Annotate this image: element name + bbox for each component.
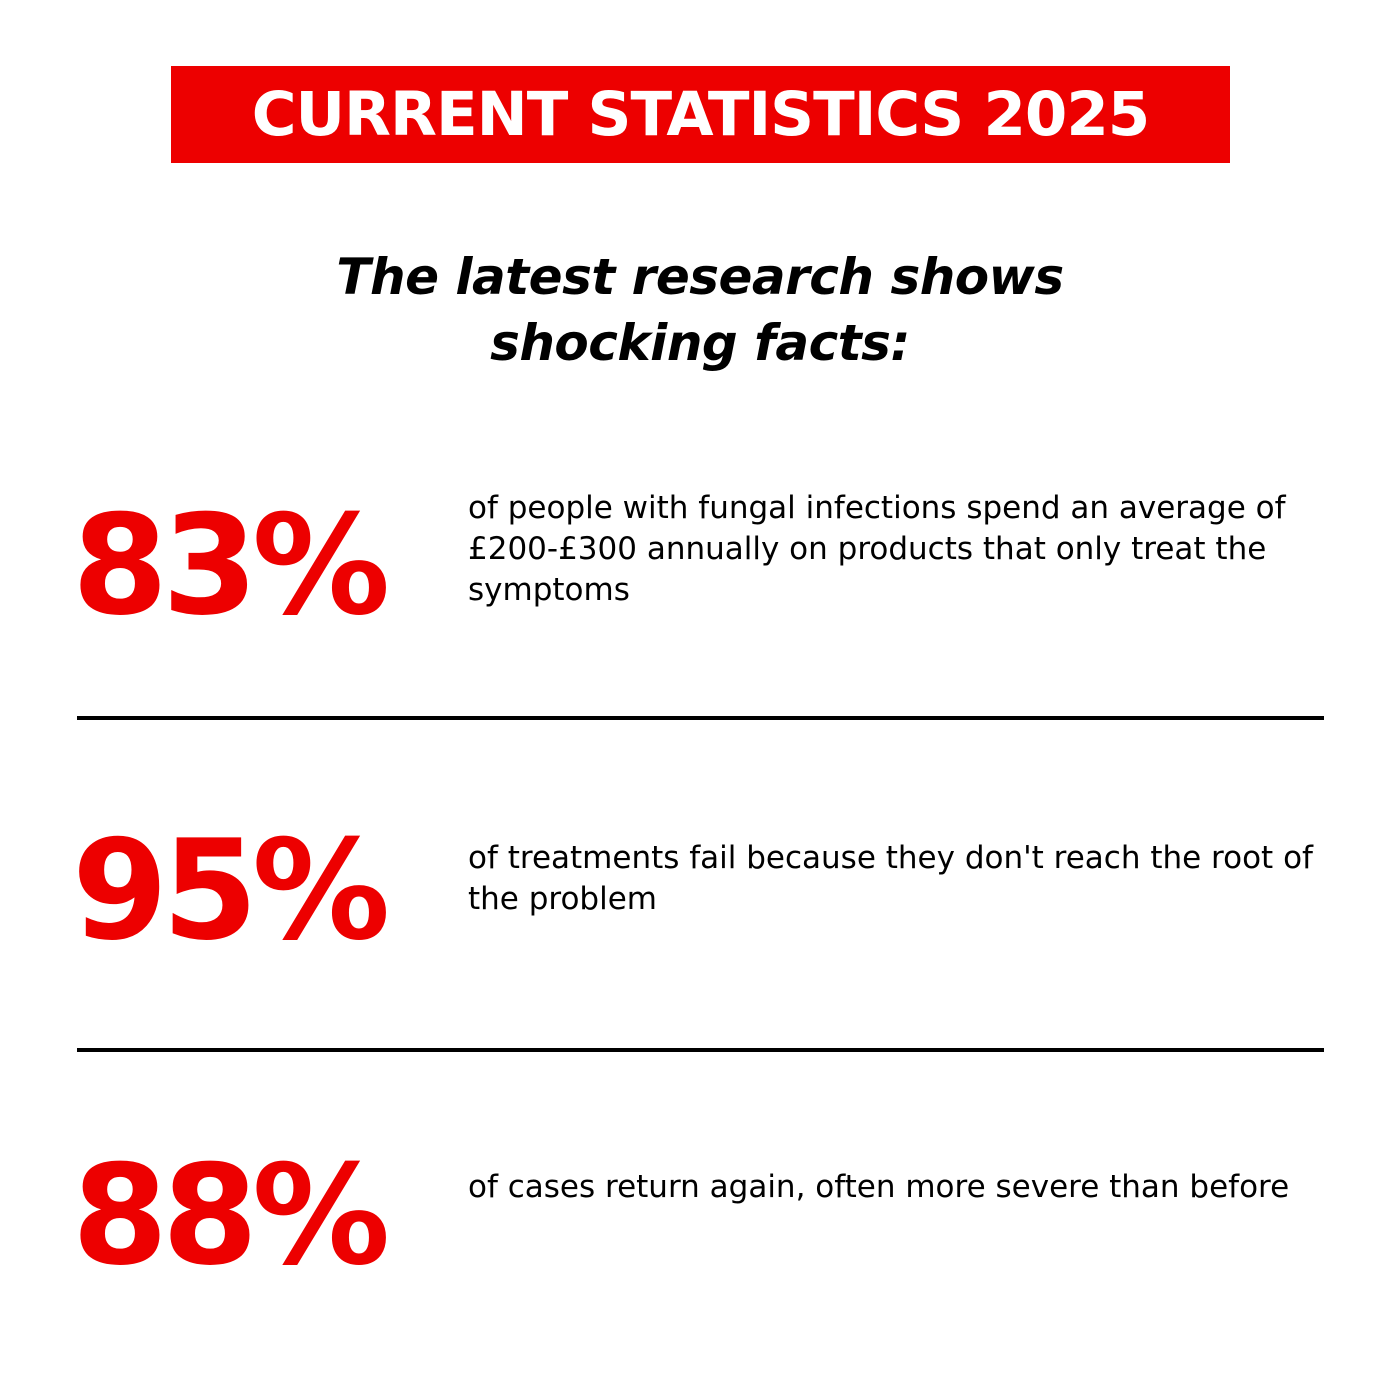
subtitle-line-2: shocking facts: xyxy=(490,314,910,372)
stat-description: of people with fungal infections spend a… xyxy=(468,490,1286,608)
subtitle-line-1: The latest research shows xyxy=(336,248,1064,306)
stat-item-2: 95% of treatments fail because they don'… xyxy=(0,810,1400,1010)
stat-description: of cases return again, often more severe… xyxy=(468,1169,1290,1205)
header-badge: CURRENT STATISTICS 2025 xyxy=(171,66,1230,163)
stat-value: 88% xyxy=(72,1135,390,1296)
stat-value: 95% xyxy=(72,810,390,971)
page-title: CURRENT STATISTICS 2025 xyxy=(251,79,1150,150)
stat-value: 83% xyxy=(72,485,390,646)
divider xyxy=(77,1048,1324,1052)
stat-description: of treatments fail because they don't re… xyxy=(468,840,1313,917)
divider xyxy=(77,716,1324,720)
stat-item-1: 83% of people with fungal infections spe… xyxy=(0,485,1400,685)
subtitle: The latest research shows shocking facts… xyxy=(200,244,1200,376)
stat-item-3: 88% of cases return again, often more se… xyxy=(0,1135,1400,1335)
